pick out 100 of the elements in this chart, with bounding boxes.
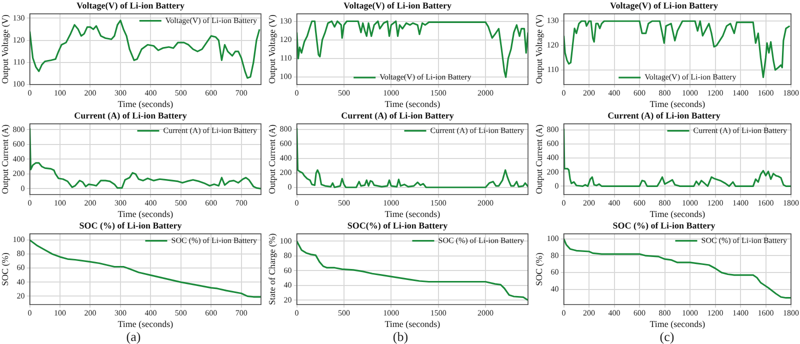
- x-tick-label: 1600: [758, 88, 774, 98]
- x-tick-label: 300: [114, 308, 126, 318]
- x-tick-label: 200: [84, 88, 96, 98]
- y-tick-label: 110: [13, 58, 25, 67]
- x-tick-label: 300: [114, 198, 126, 208]
- x-tick-label: 500: [174, 88, 187, 98]
- x-tick-label: 1600: [758, 198, 774, 208]
- x-tick-label: 1200: [707, 308, 724, 318]
- y-axis-title: SOC (%): [534, 252, 544, 286]
- legend-label: Current (A) of Li-ion Battery: [163, 126, 257, 135]
- x-tick-label: 0: [294, 198, 299, 208]
- y-tick-label: 60: [550, 268, 559, 277]
- y-tick-label: 130: [12, 13, 25, 22]
- x-tick-label: 1500: [430, 308, 446, 318]
- x-tick-label: 0: [562, 88, 566, 98]
- y-tick-label: 20: [16, 291, 25, 300]
- legend-label: SOC (%) of Li-ion Battery: [438, 236, 524, 245]
- y-tick-label: 60: [16, 263, 25, 272]
- y-axis-title: Output Current (A): [0, 124, 10, 194]
- y-tick-label: 40: [550, 284, 559, 294]
- y-tick-label: 110: [547, 65, 559, 74]
- y-tick-label: 80: [16, 249, 25, 258]
- x-tick-label: 200: [583, 308, 596, 318]
- x-tick-label: 400: [144, 198, 157, 208]
- y-tick-label: 100: [280, 72, 292, 82]
- x-axis-title: Time (seconds): [118, 98, 174, 109]
- x-tick-label: 800: [658, 308, 671, 318]
- x-axis-title: Time (seconds): [118, 318, 174, 329]
- x-tick-label: 200: [84, 308, 96, 318]
- chart-title: Voltage(V) of Li-ion Battery: [76, 0, 185, 11]
- x-tick-label: 600: [634, 198, 646, 208]
- x-tick-label: 500: [338, 308, 350, 318]
- y-tick-label: 130: [280, 16, 292, 26]
- chart-title: Voltage(V) of Li-ion Battery: [610, 0, 718, 11]
- x-tick-label: 200: [84, 198, 96, 208]
- x-axis-title: Time (seconds): [384, 318, 440, 329]
- y-tick-label: 200: [12, 169, 25, 178]
- y-tick-label: 0: [20, 184, 25, 193]
- x-tick-label: 500: [338, 88, 350, 98]
- x-tick-label: 0: [562, 308, 566, 318]
- x-tick-label: 0: [562, 198, 566, 208]
- y-tick-label: 100: [546, 234, 559, 243]
- chart-title: Current (A) of Li-ion Battery: [341, 110, 454, 121]
- x-tick-label: 200: [583, 88, 596, 98]
- y-tick-label: 120: [546, 40, 559, 50]
- x-tick-label: 600: [205, 88, 218, 98]
- y-tick-label: 130: [546, 16, 559, 26]
- x-tick-label: 200: [583, 198, 596, 208]
- legend-label: Voltage(V) of Li-ion Battery: [644, 72, 736, 82]
- y-tick-label: 600: [280, 139, 292, 148]
- x-tick-label: 1200: [707, 88, 724, 98]
- x-tick-label: 600: [205, 308, 218, 318]
- x-tick-label: 2000: [478, 308, 494, 318]
- x-tick-label: 0: [28, 198, 32, 208]
- chart-title: Voltage(V) of Li-ion Battery: [344, 0, 452, 11]
- x-tick-label: 1800: [783, 88, 799, 98]
- y-tick-label: 400: [12, 154, 25, 164]
- x-tick-label: 0: [294, 88, 299, 98]
- x-tick-label: 1000: [383, 198, 400, 208]
- y-axis-title: SOC (%): [0, 252, 10, 286]
- x-tick-label: 700: [235, 88, 248, 98]
- y-tick-label: 400: [280, 154, 292, 163]
- y-axis-title: Output Voltage (V): [266, 14, 277, 84]
- x-axis-title: Time (seconds): [650, 208, 706, 219]
- y-tick-label: 110: [280, 54, 292, 63]
- y-axis-title: Output Voltage (V): [0, 14, 10, 84]
- y-tick-label: 800: [280, 124, 292, 134]
- x-tick-label: 100: [54, 88, 66, 98]
- x-tick-label: 500: [174, 308, 187, 318]
- y-tick-label: 0: [288, 182, 292, 192]
- x-tick-label: 500: [338, 198, 350, 208]
- y-tick-label: 800: [546, 125, 559, 134]
- x-tick-label: 1000: [682, 88, 698, 98]
- x-tick-label: 0: [28, 308, 32, 318]
- x-tick-label: 1000: [682, 198, 698, 208]
- y-tick-label: 800: [12, 124, 25, 134]
- x-tick-label: 700: [235, 308, 248, 318]
- x-tick-label: 800: [658, 88, 671, 98]
- x-tick-label: 600: [205, 198, 218, 208]
- legend-label: SOC (%) of Li-ion Battery: [171, 236, 258, 245]
- chart-title: SOC (%) of Li-ion Battery: [612, 220, 716, 231]
- y-axis-title: Output Voltage (V): [534, 14, 544, 84]
- y-tick-label: 200: [546, 167, 559, 176]
- chart-title: SOC(%) of Li-ion Battery: [347, 220, 448, 231]
- x-tick-label: 0: [294, 308, 299, 318]
- x-tick-label: 300: [114, 88, 126, 98]
- x-axis-title: Time (seconds): [650, 98, 706, 109]
- x-axis-title: Time (seconds): [384, 208, 440, 219]
- y-tick-label: 100: [12, 235, 25, 244]
- x-tick-label: 500: [174, 198, 187, 208]
- y-tick-label: 600: [546, 139, 559, 148]
- x-tick-label: 1800: [783, 308, 799, 318]
- x-tick-label: 400: [608, 198, 620, 208]
- x-tick-label: 0: [28, 88, 32, 98]
- x-tick-label: 1400: [732, 308, 749, 318]
- y-tick-label: 400: [546, 153, 559, 162]
- x-tick-label: 1600: [758, 308, 774, 318]
- x-tick-label: 1400: [732, 88, 749, 98]
- y-tick-label: 200: [280, 168, 292, 178]
- y-axis-title: Output Current (A): [534, 124, 544, 194]
